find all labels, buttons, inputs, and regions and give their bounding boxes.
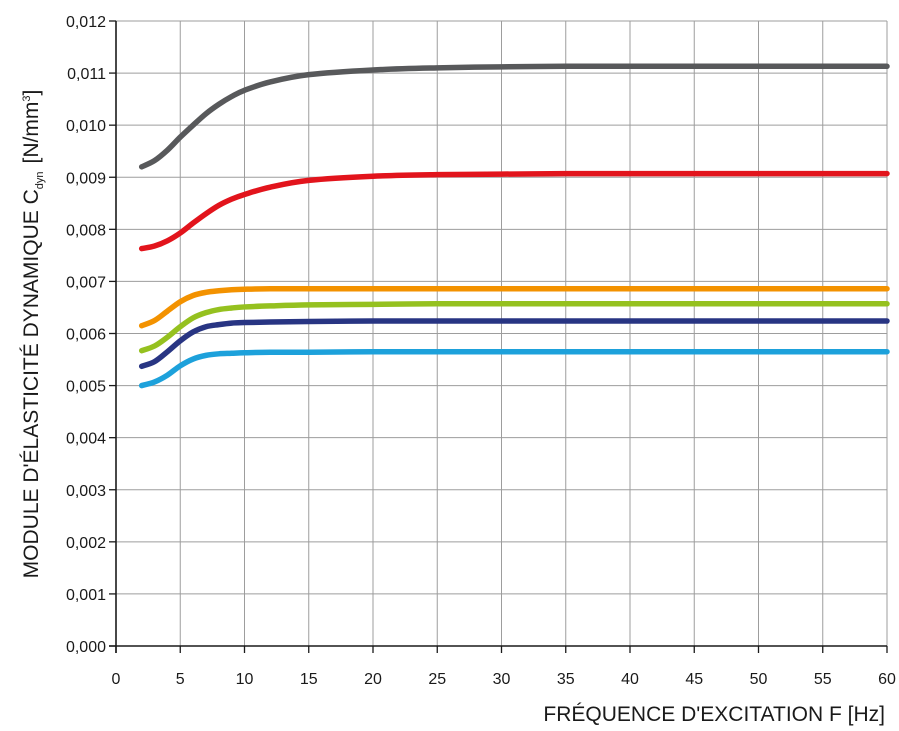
y-tick-label: 0,006 [66, 327, 106, 344]
y-tick-label: 0,004 [66, 431, 106, 448]
y-tick-label: 0,008 [66, 222, 106, 239]
axes [109, 20, 888, 653]
x-axis-title: FRÉQUENCE D'EXCITATION F [Hz] [543, 703, 885, 726]
x-tick-label: 45 [685, 671, 703, 688]
series-line-2 [138, 170, 890, 252]
x-tick-label: 50 [750, 671, 768, 688]
y-tick-label: 0,009 [66, 170, 106, 187]
y-tick-label: 0,003 [66, 483, 106, 500]
series-line-4 [138, 301, 890, 354]
y-tick-label: 0,005 [66, 379, 106, 396]
y-tick-label: 0,001 [66, 587, 106, 604]
x-tick-label: 55 [814, 671, 832, 688]
y-axis-title-unit-close: ] [20, 90, 43, 96]
x-tick-label: 25 [428, 671, 446, 688]
y-axis-title-main: MODULE D'ÉLASTICITÉ DYNAMIQUE C [20, 189, 43, 578]
y-axis-title: MODULE D'ÉLASTICITÉ DYNAMIQUE Cdyn [N/mm3… [20, 90, 46, 579]
series-line-6 [138, 348, 890, 389]
series-layer [138, 63, 890, 389]
y-tick-label: 0,000 [66, 639, 106, 656]
x-tick-label: 40 [621, 671, 639, 688]
tick-labels: 0 5 10 15 20 25 30 35 40 45 50 55 60 0,000 0,001 0,002 0… [66, 14, 896, 688]
y-tick-label: 0,012 [66, 14, 106, 31]
series-line-5 [138, 318, 890, 370]
x-tick-label: 30 [493, 671, 511, 688]
series-line-1 [138, 63, 890, 170]
y-tick-label: 0,007 [66, 274, 106, 291]
grid [115, 20, 888, 647]
x-tick-label: 0 [112, 671, 121, 688]
y-tick-label: 0,010 [66, 118, 106, 135]
x-tick-label: 20 [364, 671, 382, 688]
series-line-3 [138, 285, 890, 329]
y-axis-title-subscript: dyn [34, 171, 46, 189]
y-tick-label: 0,011 [67, 66, 106, 83]
x-tick-label: 10 [236, 671, 254, 688]
y-axis-title-unit: [N/mm [20, 102, 43, 164]
x-tick-label: 60 [878, 671, 896, 688]
x-tick-label: 15 [300, 671, 318, 688]
x-tick-label: 5 [176, 671, 185, 688]
y-axis-title-unit-superscript: 3 [21, 96, 33, 102]
x-tick-label: 35 [557, 671, 575, 688]
y-tick-label: 0,002 [66, 535, 106, 552]
